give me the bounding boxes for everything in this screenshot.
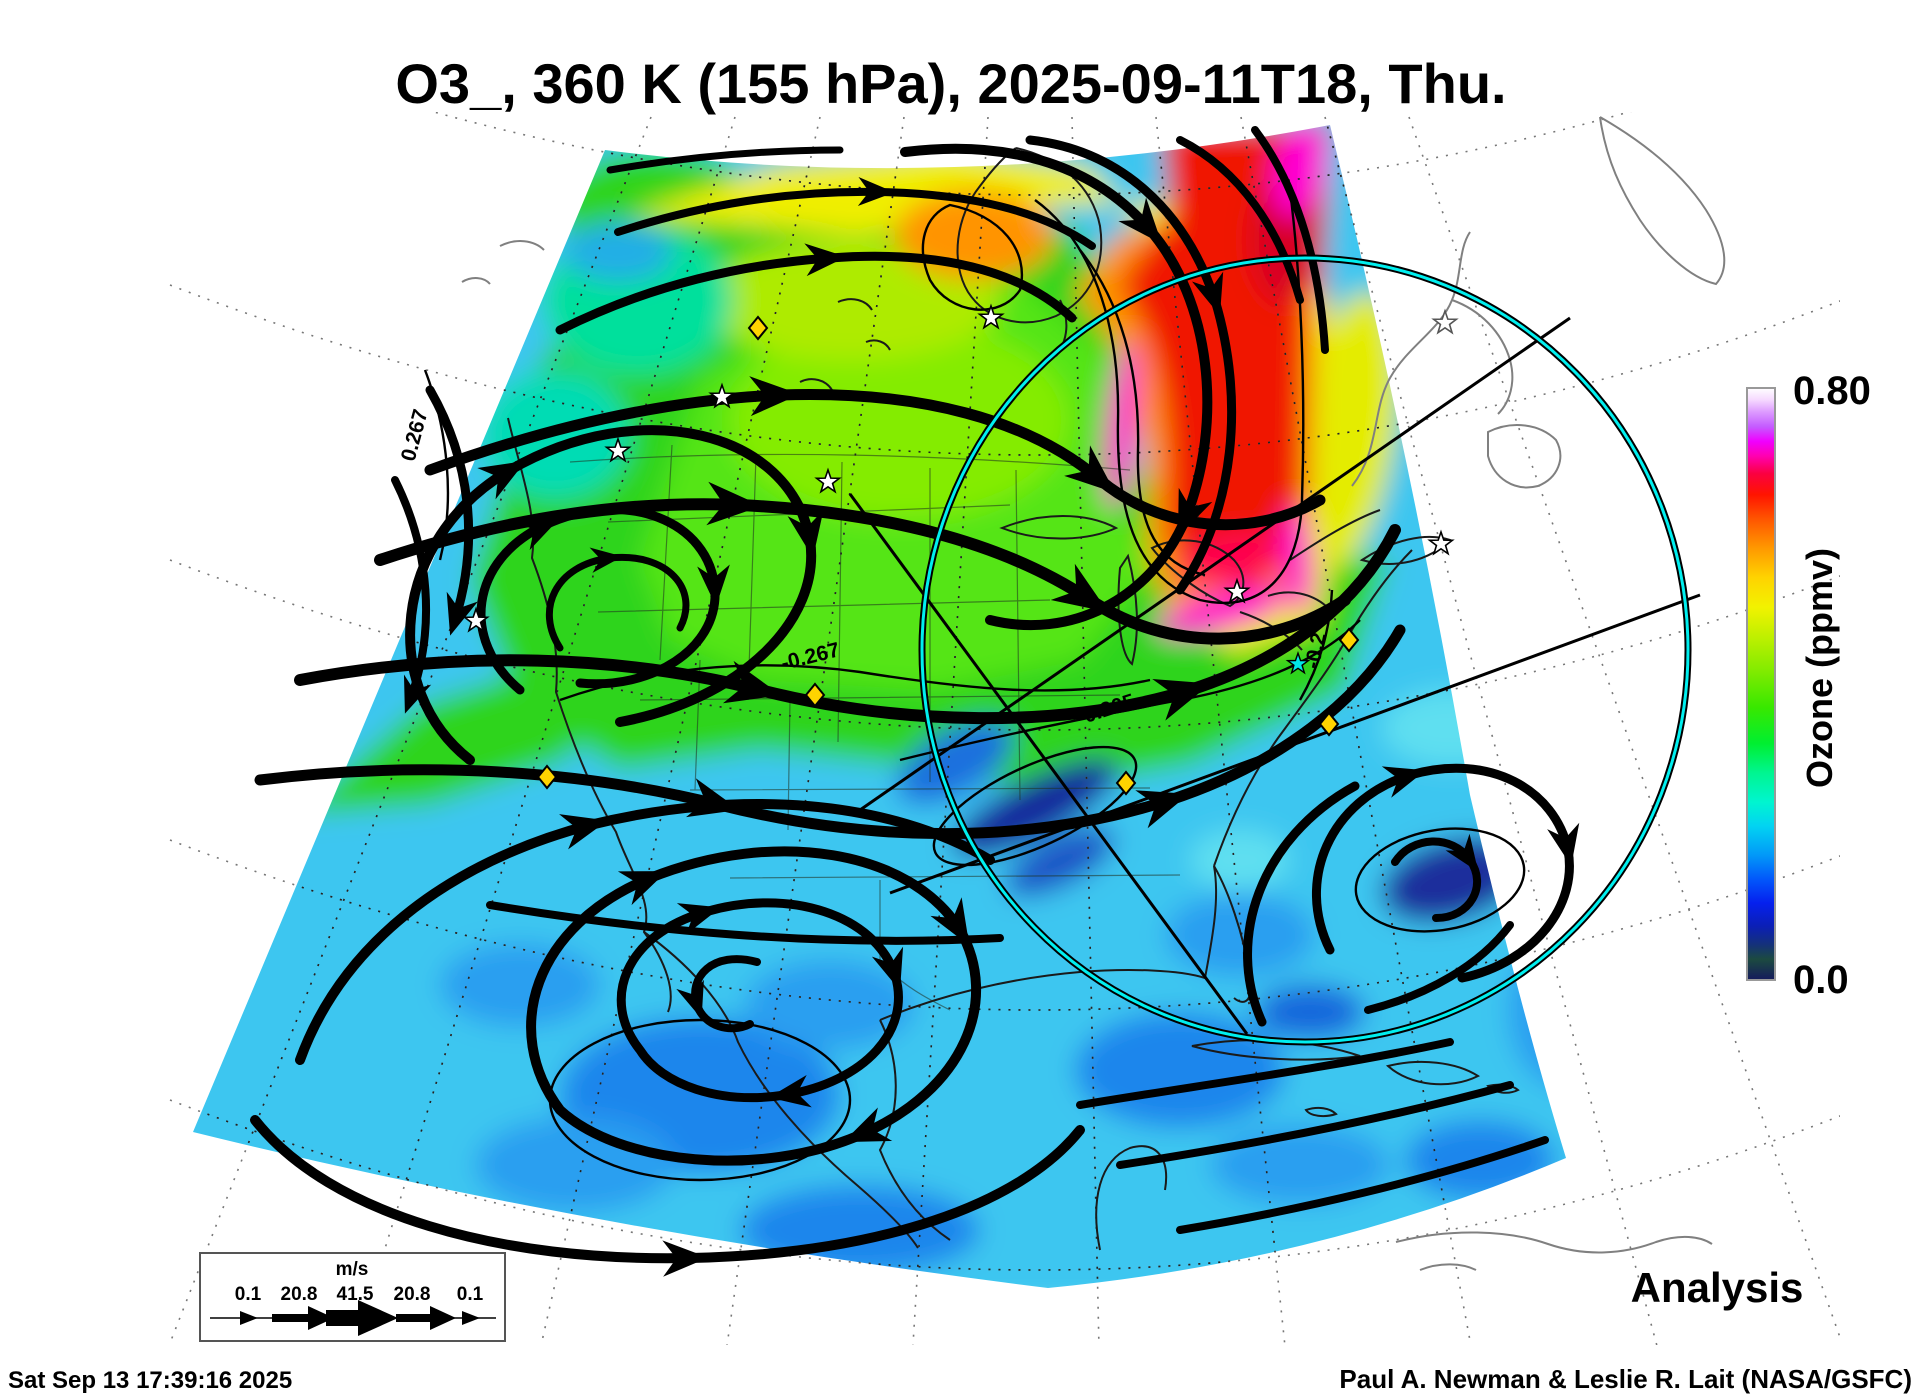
city-star-marker bbox=[1432, 310, 1458, 334]
plot-title: O3_, 360 K (155 hPa), 2025-09-11T18, Thu… bbox=[395, 52, 1506, 115]
contour-label: 0.267 bbox=[397, 407, 433, 464]
wind-legend-box bbox=[199, 1252, 506, 1342]
colorbar-min-label: 0.0 bbox=[1793, 958, 1849, 1002]
cross-section-lines bbox=[848, 316, 1701, 1035]
wind-legend-tick: 0.1 bbox=[235, 1284, 262, 1305]
colorbar-gradient bbox=[1746, 387, 1776, 981]
wind-legend-tick: 20.8 bbox=[394, 1284, 431, 1305]
city-star-marker bbox=[1428, 531, 1454, 555]
wind-legend-tick: 20.8 bbox=[281, 1284, 318, 1305]
wind-legend-tick: 0.1 bbox=[457, 1284, 484, 1305]
colorbar-max-label: 0.80 bbox=[1793, 369, 1871, 413]
wind-legend-arrows bbox=[210, 1300, 496, 1336]
wind-legend-units: m/s bbox=[336, 1259, 369, 1280]
coastline-outside bbox=[461, 116, 1726, 1271]
wind-legend-tick: 41.5 bbox=[337, 1284, 374, 1305]
colorbar-axis-label: Ozone (ppmv) bbox=[1799, 548, 1840, 788]
range-ring bbox=[918, 254, 1692, 1046]
generated-timestamp: Sat Sep 13 17:39:16 2025 bbox=[8, 1367, 292, 1394]
wind-speed-legend: m/s 0.1 20.8 41.5 20.8 0.1 bbox=[199, 1252, 506, 1342]
wind-streamlines bbox=[250, 126, 1580, 1277]
colorbar: 0.80 0.0 Ozone (ppmv) bbox=[1746, 369, 1871, 1002]
credit-line: Paul A. Newman & Leslie R. Lait (NASA/GS… bbox=[1339, 1364, 1912, 1394]
product-mode-label: Analysis bbox=[1631, 1264, 1804, 1311]
